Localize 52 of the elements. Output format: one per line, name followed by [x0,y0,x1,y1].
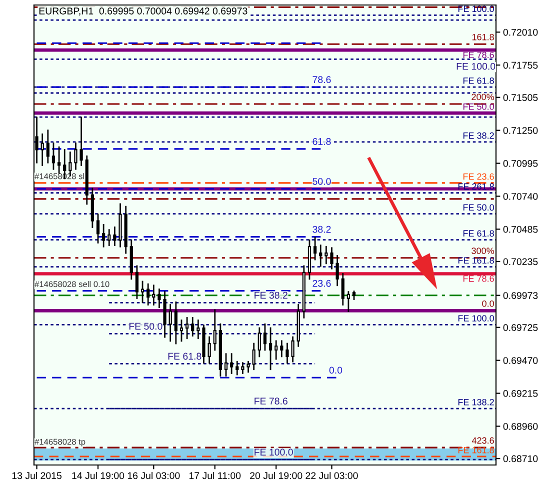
ref-line-label: FE 38.2 [463,132,494,139]
y-tick-label: 0.70740 [503,192,538,200]
annotation: 0.0 [329,366,342,374]
y-tick-label: 0.70485 [503,226,538,233]
annotation: #14658028 tp [34,438,86,446]
ref-line-label: FE 61.8 [463,230,494,237]
x-tick-label: 22 Jul 03:00 [306,472,358,480]
annotation: 200% [472,94,494,100]
y-tick-label: 0.68710 [503,455,538,462]
annotation: 38.2 [312,226,331,233]
annotation: 78.6 [312,76,331,84]
annotation: 161.8 [472,34,494,40]
annotation: #14658028 sell 0.10 [34,280,110,288]
ref-line-label: FE 161.8 [458,446,494,454]
chart-title: EURGBP,H1 0.69995 0.70004 0.69942 0.69973 [39,8,248,16]
annotation: FE 50.0 [129,322,162,330]
x-tick-label: 13 Jul 2015 [12,472,62,480]
x-tick-label: 14 Jul 19:00 [72,472,124,480]
annotation: 300% [472,248,494,254]
ref-line-label: FE 138.2 [458,398,494,406]
ref-line-label: FE 50.0 [463,103,494,110]
y-tick-label: 0.71250 [503,127,538,134]
ref-line-label: FE 78.6 [463,275,494,282]
annotation: FE 78.6 [254,398,288,405]
annotation: FE 100.0 [254,448,293,456]
y-tick-label: 0.70235 [503,258,538,266]
y-tick-label: 0.69973 [503,292,538,299]
annotation: 50.0 [312,178,331,185]
ref-line-label: FE 61.8 [463,77,494,84]
ref-line-label: FE 100.0 [458,315,494,322]
y-tick-label: 0.69470 [503,357,538,364]
annotation: 23.6 [312,280,331,287]
annotation: 0.0 [482,300,494,307]
ref-line-label: FE 78.6 [463,52,494,58]
annotation: FE 38.2 [254,292,288,299]
text: FE 100.0 [456,62,496,70]
y-tick-label: 0.69725 [503,324,538,332]
ref-line-label: FE 23.6 [463,173,494,180]
y-tick-label: 0.72010 [503,28,538,36]
y-tick-label: 0.68960 [503,422,538,430]
annotation: 423.6 [472,437,494,444]
annotation: FE 61.8 [168,352,202,360]
x-tick-label: 17 Jul 11:00 [189,472,241,480]
x-tick-label: 16 Jul 03:00 [128,472,180,480]
x-tick-label: 20 Jul 19:00 [250,472,302,480]
y-tick-label: 0.71755 [503,62,538,69]
ref-line-label: FE 50.0 [463,204,494,211]
annotation: 61.8 [312,138,331,145]
y-tick-label: 0.70995 [503,160,538,167]
ref-line-label: FE 161.8 [458,257,494,264]
y-tick-label: 0.69215 [503,390,538,397]
y-tick-label: 0.71505 [503,94,538,102]
